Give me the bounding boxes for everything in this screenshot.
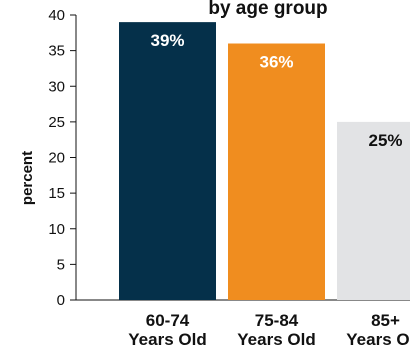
x-category-label: 60-74 <box>146 311 190 330</box>
x-category-label: 85+ <box>371 311 400 330</box>
bar-value-label: 36% <box>259 53 293 72</box>
y-tick-label: 35 <box>48 43 65 60</box>
y-tick-label: 5 <box>57 256 65 273</box>
bar <box>337 121 410 300</box>
y-tick-label: 0 <box>57 292 65 309</box>
x-category-label: Years Old <box>346 330 410 349</box>
x-category-label: Years Old <box>237 330 315 349</box>
chart-title: by age group <box>208 0 327 19</box>
y-tick-label: 30 <box>48 78 65 95</box>
bar-value-label: 39% <box>150 31 184 50</box>
y-axis-label: percent <box>19 151 36 205</box>
y-tick-label: 20 <box>48 150 65 167</box>
bar <box>119 22 216 300</box>
y-axis-ticks: 0 5 10 15 20 25 30 35 40 <box>48 7 76 309</box>
bars: 39% 36% 25% <box>119 22 410 300</box>
bar <box>228 43 325 300</box>
y-tick-label: 10 <box>48 221 65 238</box>
bar-value-label: 25% <box>368 131 402 150</box>
y-tick-label: 40 <box>48 7 65 24</box>
y-tick-label: 25 <box>48 114 65 131</box>
x-category-label: Years Old <box>128 330 206 349</box>
x-category-label: 75-84 <box>255 311 299 330</box>
y-tick-label: 15 <box>48 185 65 202</box>
